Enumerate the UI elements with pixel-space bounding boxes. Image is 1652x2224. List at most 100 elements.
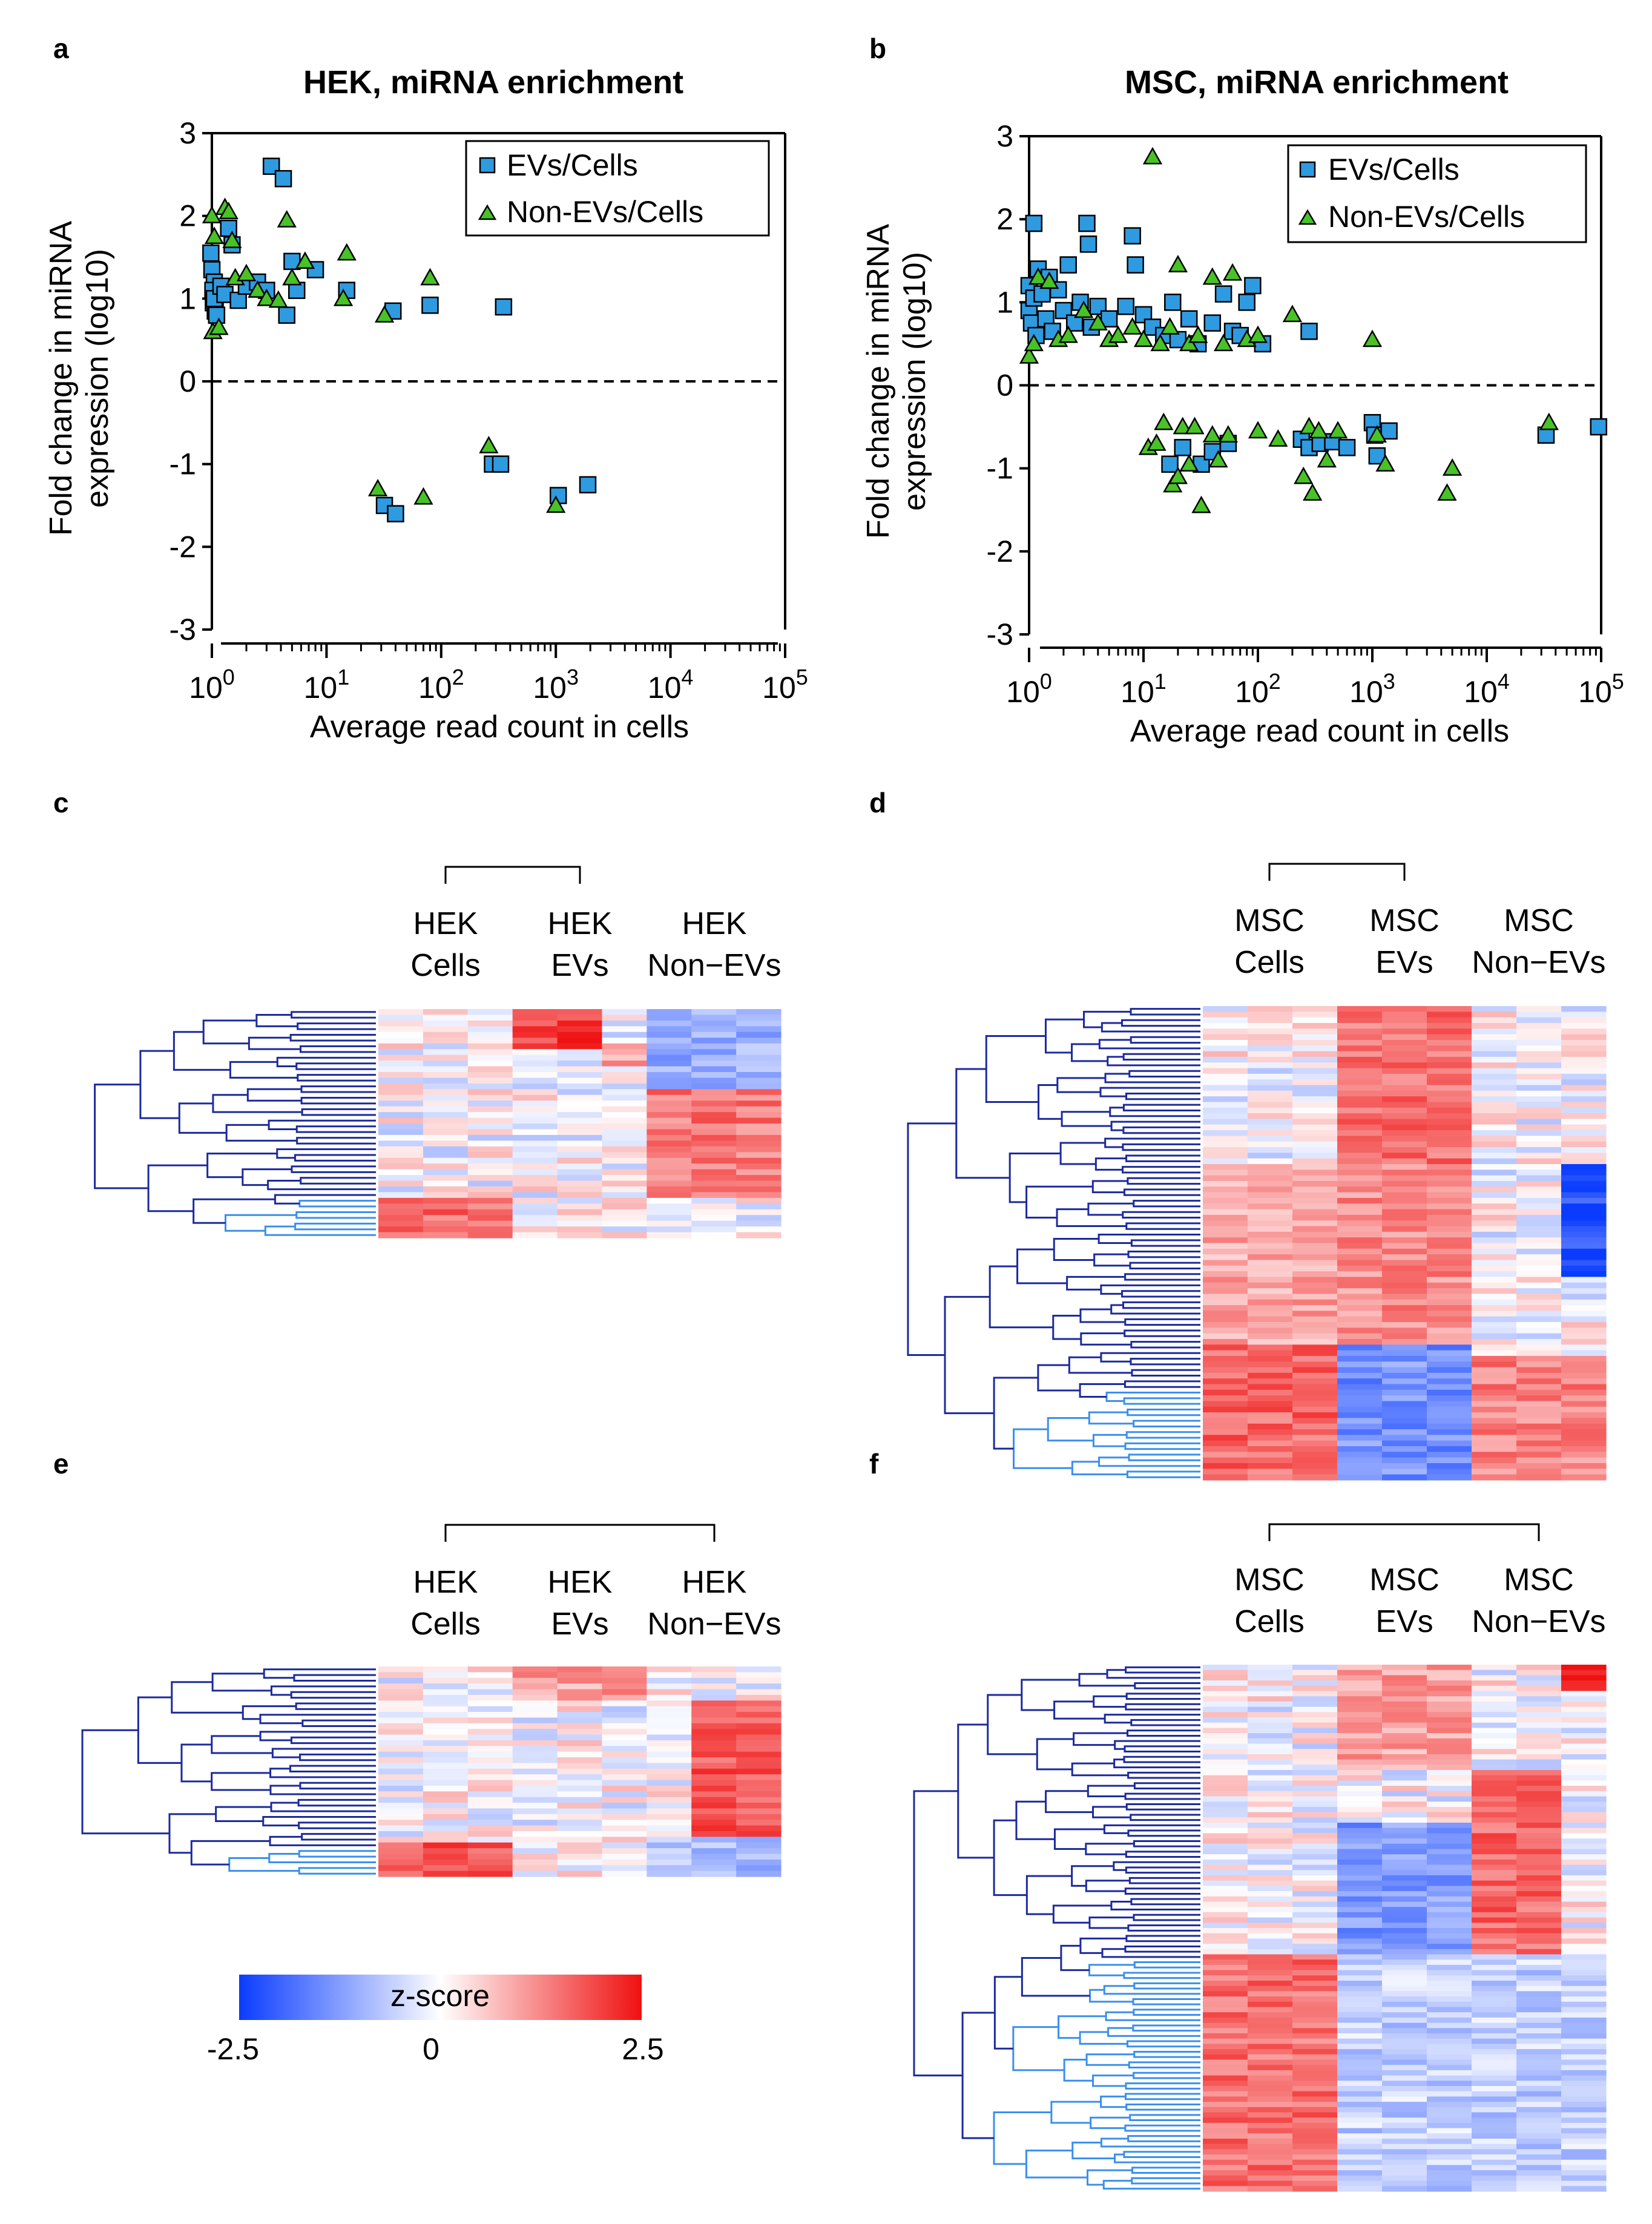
heatmap-cell-f	[1337, 1944, 1383, 1950]
dendrogram-branch-d	[1122, 1211, 1200, 1219]
heatmap-cell-e	[467, 1706, 513, 1712]
heatmap-cell-f	[1337, 1959, 1383, 1966]
heatmap-cell-f	[1472, 1864, 1517, 1870]
heatmap-cell-e	[467, 1740, 513, 1746]
heatmap-cell-d	[1292, 1073, 1338, 1080]
heatmap-cell-f	[1516, 1733, 1562, 1739]
heatmap-cell-d	[1561, 1378, 1607, 1385]
heatmap-cell-d	[1561, 1192, 1607, 1199]
heatmap-cell-d	[1516, 1153, 1562, 1159]
heatmap-cell-f	[1516, 1823, 1562, 1829]
heatmap-cell-e	[467, 1677, 513, 1684]
heatmap-cell-f	[1337, 1696, 1383, 1702]
heatmap-cell-f	[1382, 1796, 1427, 1802]
heatmap-cell-c	[423, 1140, 469, 1147]
heatmap-cell-e	[423, 1859, 469, 1866]
heatmap-cell-f	[1203, 1791, 1248, 1797]
heatmap-cell-f	[1203, 1849, 1248, 1855]
heatmap-cell-d	[1561, 1406, 1607, 1413]
heatmap-cell-d	[1516, 1073, 1562, 1080]
ev-point-a	[274, 169, 292, 188]
heatmap-cell-f	[1472, 1970, 1517, 1976]
nonev-point-b	[1142, 146, 1163, 165]
heatmap-cell-e	[691, 1854, 737, 1860]
dendrogram-branch-c	[297, 1074, 376, 1082]
dendrogram-branch-d	[985, 1035, 1046, 1103]
heatmap-cell-c	[691, 1215, 737, 1222]
heatmap-cell-f	[1516, 1849, 1562, 1855]
heatmap-cell-c	[467, 1083, 513, 1090]
heatmap-cell-f	[1472, 1938, 1517, 1944]
dendrogram-branch-f	[1085, 1843, 1134, 1855]
heatmap-cell-d	[1382, 1350, 1427, 1357]
heatmap-cell-f	[1427, 1838, 1472, 1844]
dendrogram-branch-d	[1104, 1137, 1200, 1148]
heatmap-cell-c	[691, 1043, 737, 1050]
dendrogram-branch-f	[1127, 1924, 1200, 1932]
dendrogram-branch-c	[300, 1085, 376, 1093]
heatmap-cell-d	[1292, 1260, 1338, 1266]
heatmap-cell-f	[1248, 1833, 1293, 1839]
dendrogram-branch-d	[1091, 1180, 1128, 1194]
heatmap-cell-d	[1472, 1012, 1517, 1018]
dendrogram-branch-c	[300, 1177, 376, 1185]
heatmap-cell-f	[1516, 2081, 1562, 2087]
heatmap-cell-e	[557, 1677, 603, 1684]
heatmap-cell-d	[1248, 1153, 1293, 1159]
heatmap-cell-e	[378, 1689, 424, 1696]
heatmap-cell-d	[1292, 1452, 1338, 1458]
heatmap-cell-c	[736, 1038, 782, 1044]
heatmap-cell-f	[1516, 1959, 1562, 1966]
heatmap-cell-f	[1203, 1880, 1248, 1886]
heatmap-cell-f	[1561, 2007, 1607, 2013]
heatmap-cell-d	[1203, 1147, 1248, 1153]
heatmap-cell-d	[1248, 1119, 1293, 1125]
heatmap-cell-f	[1472, 1928, 1517, 1934]
heatmap-cell-d	[1561, 1254, 1607, 1261]
nonev-point-b	[1173, 416, 1193, 435]
ev-point-b	[1338, 439, 1356, 456]
heatmap-cell-f	[1203, 1806, 1248, 1813]
heatmap-cell-d	[1516, 1197, 1562, 1204]
heatmap-cell-f	[1516, 1717, 1562, 1723]
heatmap-cell-d	[1472, 1277, 1517, 1283]
heatmap-cell-f	[1203, 2081, 1248, 2087]
heatmap-cell-e	[736, 1683, 782, 1690]
heatmap-cell-f	[1561, 1981, 1607, 1987]
heatmap-cell-f	[1292, 2133, 1338, 2139]
heatmap-cell-e	[736, 1831, 782, 1837]
heatmap-cell-c	[467, 1031, 513, 1038]
heatmap-cell-e	[647, 1808, 692, 1815]
heatmap-cell-d	[1292, 1051, 1338, 1058]
heatmap-cell-d	[1472, 1429, 1517, 1436]
heatmap-cell-f	[1203, 1828, 1248, 1834]
heatmap-cell-c	[378, 1009, 424, 1016]
heatmap-cell-f	[1203, 1817, 1248, 1823]
heatmap-cell-d	[1248, 1401, 1293, 1407]
heatmap-cell-f	[1292, 1696, 1338, 1702]
heatmap-cell-e	[647, 1870, 692, 1877]
heatmap-cell-f	[1337, 2143, 1383, 2150]
heatmap-cell-f	[1472, 1791, 1517, 1797]
heatmap-cell-f	[1382, 1754, 1427, 1760]
heatmap-cell-f	[1472, 2159, 1517, 2166]
heatmap-cell-c	[647, 1163, 692, 1170]
heatmap-cell-e	[736, 1746, 782, 1752]
heatmap-cell-d	[1516, 1429, 1562, 1436]
heatmap-cell-c	[557, 1015, 603, 1021]
heatmap-cell-f	[1561, 1964, 1607, 1971]
heatmap-cell-f	[1382, 1680, 1427, 1686]
heatmap-cell-d	[1292, 1423, 1338, 1430]
heatmap-cell-e	[557, 1740, 603, 1746]
heatmap-cell-d	[1472, 1214, 1517, 1221]
heatmap-cell-d	[1561, 1209, 1607, 1216]
heatmap-cell-f	[1337, 2044, 1383, 2050]
heatmap-cell-f	[1561, 1938, 1607, 1944]
heatmap-cell-d	[1472, 1170, 1517, 1176]
heatmap-cell-c	[647, 1026, 692, 1033]
heatmap-cell-d	[1427, 1327, 1472, 1334]
heatmap-cell-f	[1203, 1680, 1248, 1686]
heatmap-cell-f	[1292, 1817, 1338, 1823]
heatmap-cell-d	[1427, 1119, 1472, 1125]
heatmap-cell-e	[691, 1768, 737, 1775]
